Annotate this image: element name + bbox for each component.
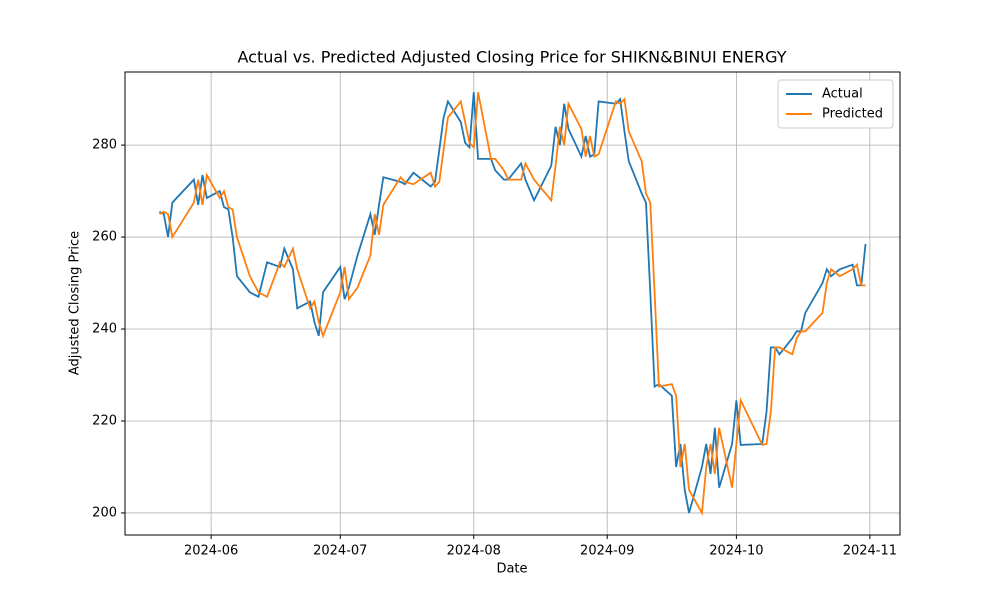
y-tick-label: 200 xyxy=(92,505,117,520)
line-series xyxy=(159,92,866,516)
axes-frame xyxy=(124,71,901,536)
y-tick-label: 220 xyxy=(92,413,117,428)
x-tick-label: 2024-06 xyxy=(184,544,238,559)
x-tick-label: 2024-08 xyxy=(447,544,501,559)
chart-title: Actual vs. Predicted Adjusted Closing Pr… xyxy=(238,48,787,67)
legend-box xyxy=(777,79,894,129)
legend-label: Predicted xyxy=(822,107,883,122)
legend-label: Actual xyxy=(822,87,863,102)
x-tick-label: 2024-09 xyxy=(580,544,634,559)
y-axis-label: Adjusted Closing Price xyxy=(68,231,83,375)
x-tick-label: 2024-11 xyxy=(843,544,897,559)
y-tick-label: 280 xyxy=(92,138,117,153)
y-tick-label: 240 xyxy=(92,322,117,337)
x-tick-label: 2024-10 xyxy=(709,544,763,559)
x-axis-label: Date xyxy=(496,562,527,577)
x-tick-label: 2024-07 xyxy=(313,544,367,559)
line-series xyxy=(159,92,867,514)
y-tick-label: 260 xyxy=(92,230,117,245)
